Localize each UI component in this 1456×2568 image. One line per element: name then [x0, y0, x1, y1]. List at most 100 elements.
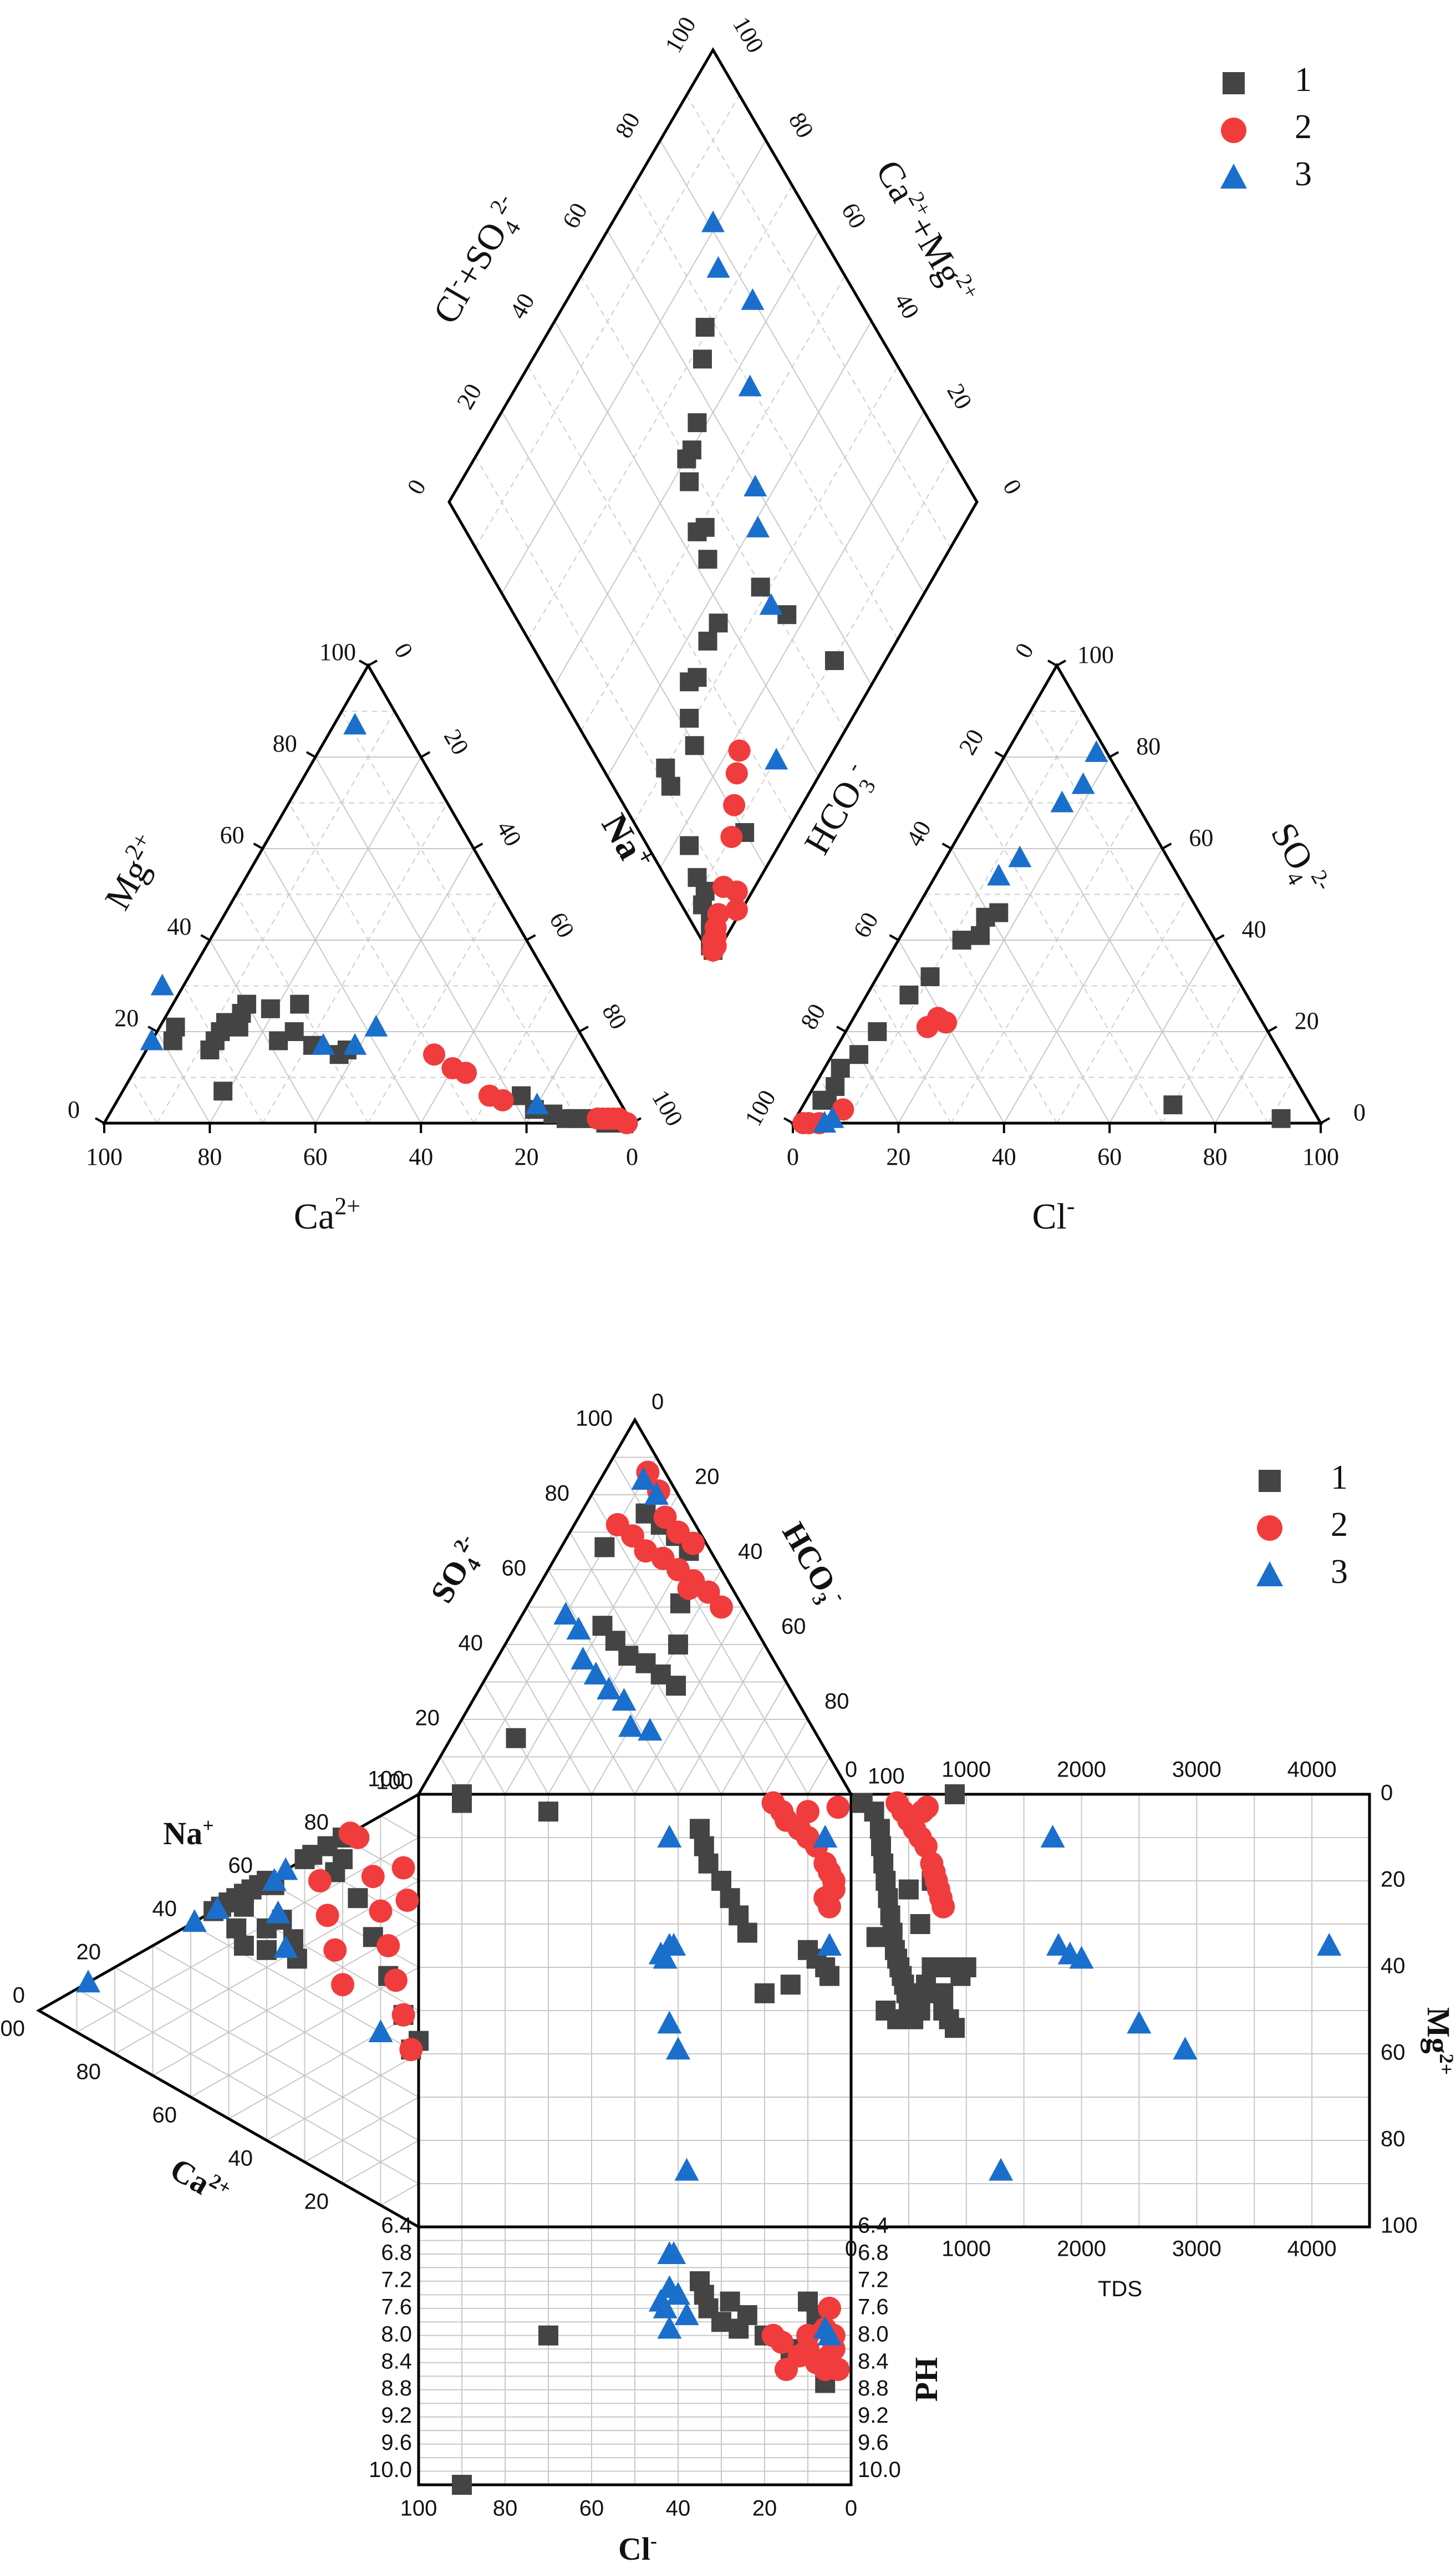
diamond-grid-line — [607, 230, 872, 686]
left-tri-grid — [152, 1924, 419, 2076]
tri-grid-line — [420, 940, 527, 1124]
series-3-point — [631, 1467, 656, 1490]
cation-na-tick: 20 — [439, 724, 474, 759]
mg-right-tick: 60 — [1381, 2041, 1406, 2065]
series-2-point — [395, 1889, 419, 1912]
ph-left-tick: 8.8 — [381, 2376, 412, 2400]
durov-hco3-tick: 40 — [738, 1540, 763, 1564]
legend-top-label-1: 1 — [1295, 61, 1312, 99]
series-2-point — [931, 1895, 955, 1919]
series-1-point — [677, 449, 696, 469]
anion-so4-tick: 0 — [1353, 1099, 1366, 1126]
series-3-point — [813, 1825, 838, 1848]
cation-na-tick: 40 — [491, 816, 527, 851]
series-1-point — [698, 631, 717, 651]
series-1-point — [680, 708, 699, 728]
durov-ca-title: Ca2+ — [164, 2150, 235, 2212]
diamond-grid-line — [633, 185, 899, 640]
cation-mg-tick: 20 — [114, 1004, 139, 1032]
series-1-point — [668, 1635, 688, 1655]
series-1-point — [656, 758, 675, 778]
series-3-point — [744, 475, 767, 496]
series-3-point — [987, 864, 1011, 886]
durov-hco3-tick: 60 — [781, 1615, 806, 1639]
piper-diamond-na-title: Na+ — [594, 805, 661, 879]
legend-bottom-label-3: 3 — [1331, 1553, 1348, 1591]
series-1-point — [618, 1646, 639, 1666]
tick-mark — [368, 659, 378, 667]
series-1-point — [711, 2312, 731, 2332]
anion-cl-tick: 40 — [992, 1143, 1016, 1170]
series-1-point — [956, 1957, 976, 1977]
tri-grid-line — [262, 803, 448, 1124]
durov-ph-frame — [417, 2225, 853, 2486]
mg-right-tick: 0 — [1381, 1781, 1393, 1805]
series-2-point — [677, 1576, 701, 1600]
cl-bottom-tick: 80 — [493, 2496, 518, 2521]
series-1-point — [729, 1905, 749, 1926]
series-1-point — [680, 836, 699, 855]
left-tri-grid — [152, 1945, 419, 2098]
anion-so4-tick: 40 — [1242, 916, 1266, 943]
ph-left-tick: 9.2 — [381, 2403, 412, 2428]
diamond-camg-tick: 40 — [889, 288, 924, 323]
tds-bottom-tick: 4000 — [1287, 2237, 1337, 2261]
series-1-point — [680, 472, 699, 491]
series-2-point — [818, 2296, 841, 2320]
tick-mark — [1162, 843, 1172, 850]
series-1-point — [213, 1082, 233, 1101]
tick-mark — [95, 1117, 105, 1124]
tick-mark — [1109, 751, 1119, 758]
tick-mark — [1047, 659, 1057, 667]
tds-top-tick: 3000 — [1172, 1758, 1221, 1782]
durov-so4-tick: 40 — [459, 1631, 483, 1656]
series-2-point — [796, 1800, 819, 1824]
series-3-point — [612, 1688, 637, 1711]
durov-so4-title: SO42- — [422, 1530, 494, 1612]
series-1-point — [695, 517, 715, 537]
series-3-point — [368, 2019, 393, 2042]
tri-grid-line — [209, 940, 316, 1124]
top-tri-grid — [721, 1681, 787, 1795]
series-1-point — [871, 1836, 892, 1856]
diamond-clso4-tick: 60 — [557, 198, 593, 233]
series-1-point — [538, 2325, 558, 2346]
anion-hco3-tick: 80 — [795, 999, 831, 1034]
series-1-point — [824, 651, 844, 671]
series-3-point — [765, 748, 788, 770]
series-3-point — [1008, 845, 1032, 867]
tds-top-tick: 4000 — [1287, 1758, 1337, 1782]
series-1-point — [685, 736, 704, 755]
durov-so4-tick: 80 — [545, 1481, 570, 1506]
series-1-point — [261, 999, 280, 1018]
diamond-grid-line — [659, 140, 925, 594]
legend-top-label-2: 2 — [1295, 108, 1312, 146]
series-3-point — [597, 1677, 622, 1699]
anion-cl-tick: 80 — [1203, 1143, 1228, 1170]
series-2-point — [1221, 118, 1246, 143]
legend-top: 1 2 3 — [1220, 61, 1312, 193]
series-1-point — [880, 1905, 900, 1926]
mg-right-tick: 100 — [1381, 2214, 1418, 2238]
piper-points — [140, 210, 1291, 1134]
tick-mark — [526, 934, 536, 941]
series-1-point — [989, 903, 1009, 922]
ph-right-tick: 7.2 — [858, 2267, 889, 2292]
series-1-point — [290, 994, 309, 1014]
piper-diamond-frame — [447, 47, 979, 963]
series-1-point — [233, 1936, 254, 1956]
tick-mark — [147, 1026, 158, 1033]
series-3-point — [638, 1718, 663, 1741]
series-3-point — [1220, 164, 1247, 189]
cation-ca-tick: 80 — [197, 1143, 222, 1170]
top-tri-grid — [807, 1756, 830, 1795]
anion-hco3-tick: 60 — [848, 907, 883, 942]
tick-mark — [1320, 1117, 1330, 1124]
anion-so4-tick: 60 — [1189, 824, 1213, 851]
series-1-point — [751, 577, 770, 597]
ph-left-tick: 6.4 — [381, 2214, 412, 2238]
top-tri-grid — [634, 1606, 744, 1795]
left-tri-grid — [228, 2010, 419, 2119]
piper-cation-mg-title: Mg2+ — [94, 828, 171, 917]
